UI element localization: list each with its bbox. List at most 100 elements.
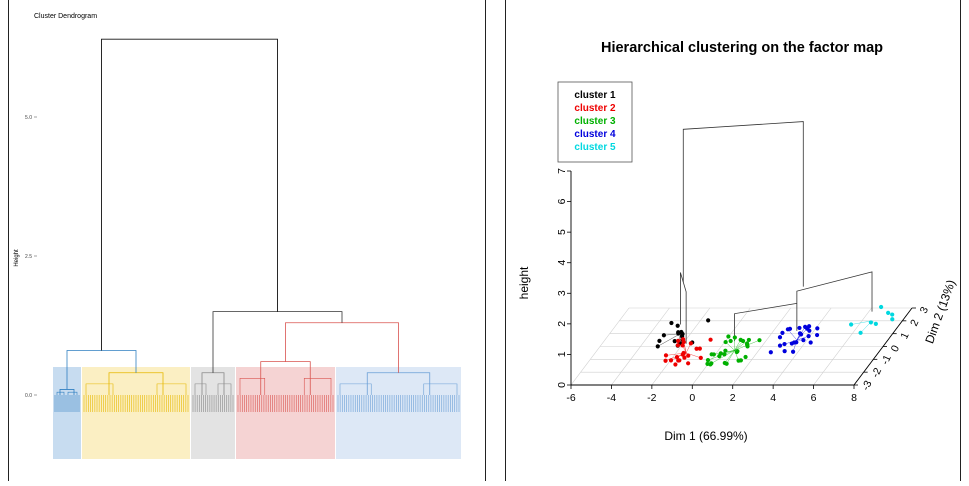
point — [694, 347, 698, 351]
point — [706, 318, 710, 322]
cluster-link — [788, 329, 797, 340]
point — [769, 350, 773, 354]
point — [676, 343, 680, 347]
cluster-rect — [82, 367, 190, 459]
cluster-rect — [236, 367, 335, 459]
factor-map-panel: Hierarchical clustering on the factor ma… — [505, 0, 961, 481]
point — [809, 340, 813, 344]
z-tick-label: 1 — [556, 351, 568, 357]
x-tick-label: 2 — [730, 392, 736, 404]
merge-3-45 — [735, 303, 797, 341]
x-tick-label: 8 — [851, 392, 857, 404]
point — [886, 311, 890, 315]
point — [797, 326, 801, 330]
point — [790, 341, 794, 345]
x-tick-label: 0 — [689, 392, 695, 404]
z-axis-label: height — [517, 266, 531, 299]
point — [803, 325, 807, 329]
point — [686, 361, 690, 365]
point — [724, 340, 728, 344]
y-tick-label: -1 — [879, 353, 894, 367]
point — [680, 343, 684, 347]
point — [708, 362, 712, 366]
point — [743, 355, 747, 359]
legend: cluster 1 cluster 2 cluster 3 cluster 4 clus… — [558, 82, 632, 162]
y-tick-label: -2 — [869, 366, 884, 380]
point — [788, 327, 792, 331]
point — [723, 361, 727, 365]
z-tick-label: 4 — [556, 260, 568, 266]
point — [657, 339, 661, 343]
x-tick-label: -6 — [566, 392, 575, 404]
point — [778, 335, 782, 339]
merge-root — [102, 39, 278, 350]
point — [794, 340, 798, 344]
factor-map-chart: Hierarchical clustering on the factor ma… — [506, 0, 962, 481]
point — [736, 359, 740, 363]
point — [699, 356, 703, 360]
point — [791, 350, 795, 354]
merge-4-5 — [286, 323, 399, 373]
legend-item: cluster 1 — [574, 90, 616, 101]
z-tick-label: 5 — [556, 229, 568, 235]
point — [717, 354, 721, 358]
cluster-link — [711, 350, 734, 363]
dendrogram-title: Cluster Dendrogram — [34, 13, 97, 20]
point — [676, 330, 680, 334]
point — [815, 333, 819, 337]
point — [677, 358, 681, 362]
point — [815, 326, 819, 330]
point — [726, 334, 730, 338]
point — [747, 338, 751, 342]
point — [879, 305, 883, 309]
point — [729, 339, 733, 343]
z-tick-label: 7 — [556, 168, 568, 174]
point — [656, 344, 660, 348]
point — [712, 352, 716, 356]
merge-3-45 — [213, 312, 342, 373]
point — [778, 344, 782, 348]
dendrogram-y-axis-label: Height — [14, 249, 20, 267]
dendrogram-chart: Cluster Dendrogram Height 5.02.50.0 — [9, 0, 487, 481]
point — [741, 339, 745, 343]
legend-item: cluster 3 — [574, 116, 616, 127]
point — [890, 317, 894, 321]
point — [680, 332, 684, 336]
point — [807, 324, 811, 328]
z-tick-label: 6 — [556, 198, 568, 204]
y-tick-label: 2.5 — [25, 254, 32, 260]
legend-item: cluster 5 — [574, 142, 616, 153]
point — [669, 358, 673, 362]
point — [783, 349, 787, 353]
x-tick-label: 4 — [770, 392, 776, 404]
point — [801, 338, 805, 342]
y-tick-label: 0 — [889, 343, 902, 354]
z-tick-label: 0 — [556, 382, 568, 388]
y-tick-label: 3 — [918, 305, 931, 316]
x-tick-label: 6 — [811, 392, 817, 404]
y-tick-label: 1 — [898, 331, 911, 342]
point — [757, 338, 761, 342]
y-tick-label: 2 — [908, 318, 921, 329]
point — [676, 324, 680, 328]
point — [663, 359, 667, 363]
point — [662, 333, 666, 337]
point — [664, 353, 668, 357]
x-tick-label: -4 — [607, 392, 616, 404]
point — [708, 338, 712, 342]
z-tick-label: 3 — [556, 290, 568, 296]
point — [676, 339, 680, 343]
point — [673, 362, 677, 366]
point — [799, 332, 803, 336]
point — [807, 329, 811, 333]
legend-item: cluster 2 — [574, 103, 616, 114]
point — [669, 321, 673, 325]
factor-map-title: Hierarchical clustering on the factor ma… — [601, 40, 883, 56]
merge-root — [683, 122, 803, 287]
legend-item: cluster 4 — [574, 129, 616, 140]
point — [706, 358, 710, 362]
x-tick-label: -2 — [647, 392, 656, 404]
y-tick-label: 5.0 — [25, 115, 32, 121]
point — [745, 343, 749, 347]
